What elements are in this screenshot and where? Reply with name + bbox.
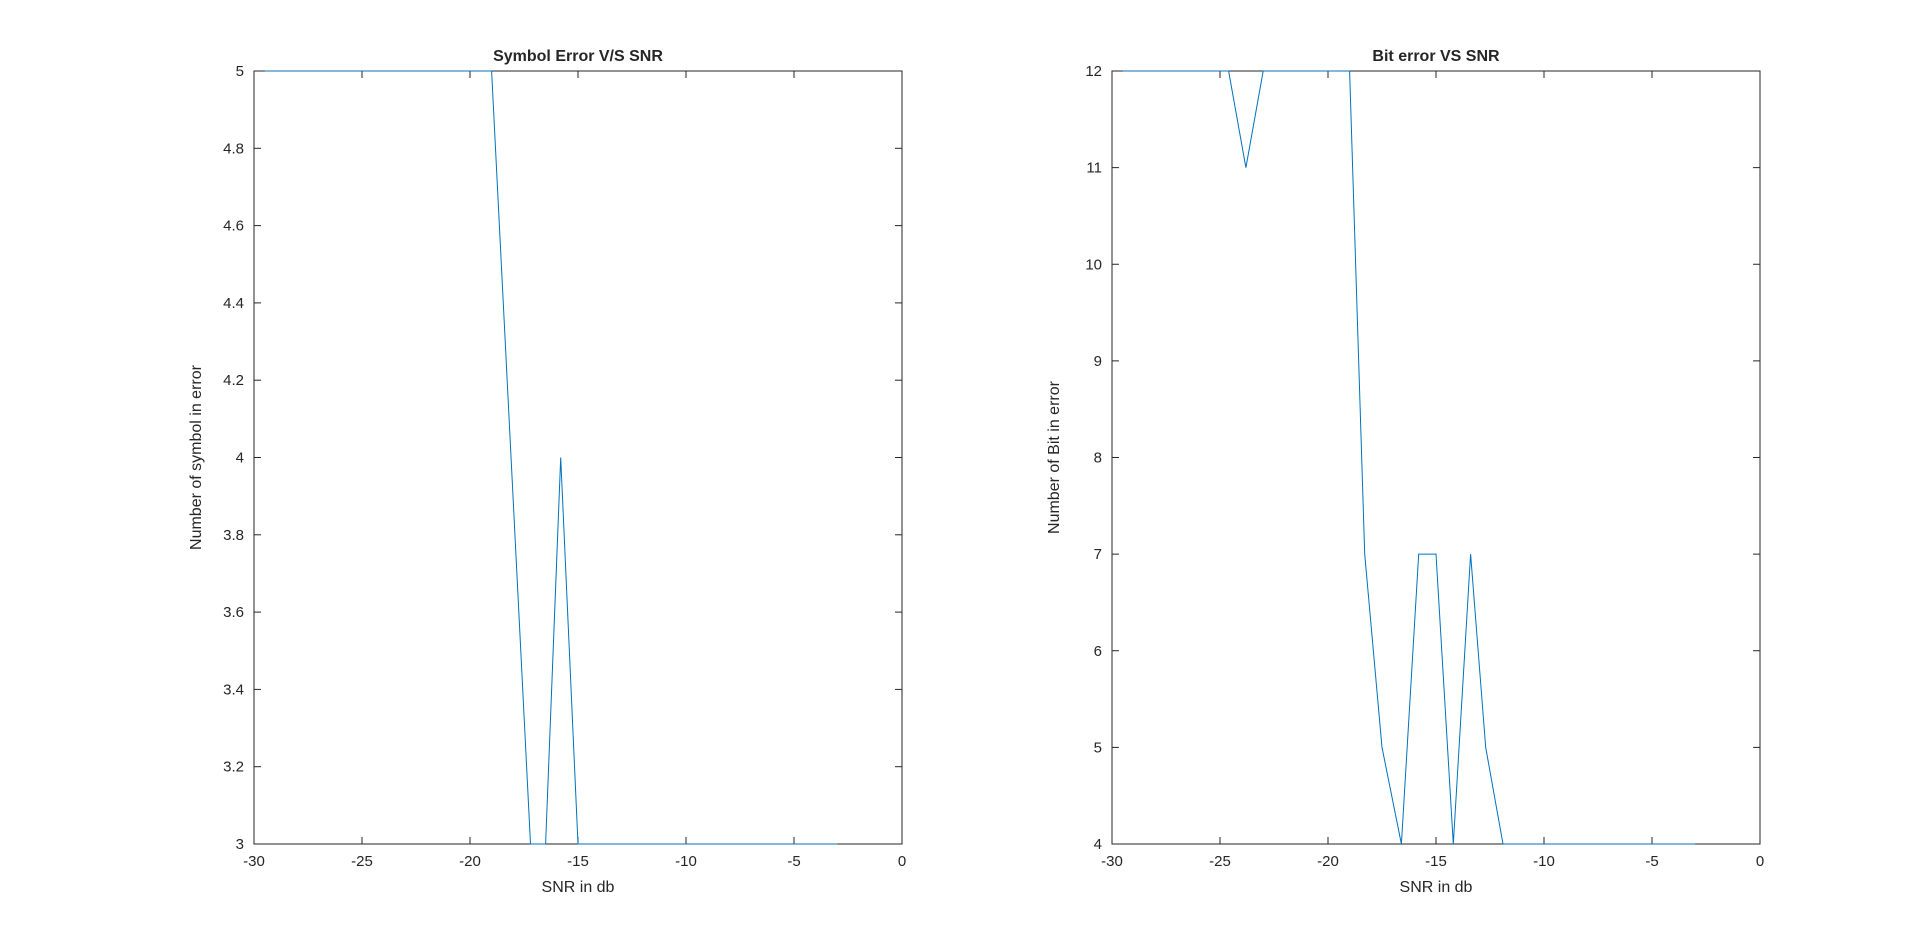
bit-error-axes: Bit error VS SNR SNR in db Number of Bit… (1046, 48, 1764, 896)
symbol-error-ytick-label: 4.6 (223, 218, 244, 235)
symbol-error-series-line (264, 70, 838, 845)
symbol-error-ytick-label: 3.2 (223, 759, 244, 776)
symbol-error-axes: Symbol Error V/S SNR SNR in db Number of… (188, 48, 906, 896)
bit-error-xtick-label: -30 (1101, 853, 1123, 870)
bit-error-ytick-label: 6 (1094, 643, 1102, 660)
bit-error-ticks: -30 -25 -20 -15 -10 -5 0 4 5 6 7 8 9 10 11 12 (1085, 63, 1764, 870)
symbol-error-xlabel: SNR in db (542, 879, 615, 896)
bit-error-series (1122, 70, 1696, 845)
symbol-error-xtick-label: 0 (898, 853, 906, 870)
symbol-error-ylabel: Number of symbol in error (188, 364, 205, 550)
symbol-error-xtick-label: -10 (675, 853, 697, 870)
symbol-error-xtick-label: -5 (787, 853, 800, 870)
symbol-error-xtick-label: -15 (567, 853, 589, 870)
bit-error-xtick-label: -15 (1425, 853, 1447, 870)
symbol-error-ticks: -30 -25 -20 -15 -10 -5 0 3 3.2 3.4 3.6 3.8 4 4.2 4.4 4.… (223, 63, 906, 870)
bit-error-xtick-label: 0 (1756, 853, 1764, 870)
bit-error-ytick-label: 12 (1085, 63, 1102, 80)
bit-error-ytick-label: 7 (1094, 546, 1102, 563)
symbol-error-ytick-label: 5 (236, 63, 244, 80)
symbol-error-series (264, 70, 838, 845)
bit-error-ylabel: Number of Bit in error (1046, 380, 1063, 534)
symbol-error-title: Symbol Error V/S SNR (493, 48, 663, 65)
bit-error-ytick-label: 10 (1085, 256, 1102, 273)
symbol-error-ytick-label: 4.2 (223, 372, 244, 389)
bit-error-series-line (1122, 70, 1696, 845)
symbol-error-ytick-label: 4.4 (223, 295, 244, 312)
bit-error-xlabel: SNR in db (1400, 879, 1473, 896)
symbol-error-ytick-label: 3 (236, 836, 244, 853)
bit-error-xtick-label: -20 (1317, 853, 1339, 870)
bit-error-xtick-label: -5 (1645, 853, 1658, 870)
symbol-error-xtick-label: -20 (459, 853, 481, 870)
bit-error-ytick-label: 5 (1094, 739, 1102, 756)
bit-error-title: Bit error VS SNR (1372, 48, 1500, 65)
symbol-error-ytick-label: 3.4 (223, 681, 244, 698)
symbol-error-plot-frame (253, 70, 903, 845)
symbol-error-ytick-label: 3.6 (223, 604, 244, 621)
bit-error-xtick-label: -25 (1209, 853, 1231, 870)
bit-error-xtick-label: -10 (1533, 853, 1555, 870)
bit-error-ytick-label: 11 (1086, 160, 1102, 177)
symbol-error-xtick-label: -30 (243, 853, 265, 870)
bit-error-ytick-label: 4 (1094, 836, 1102, 853)
symbol-error-ytick-label: 4 (236, 450, 244, 467)
symbol-error-ytick-label: 3.8 (223, 527, 244, 544)
bit-error-ytick-label: 8 (1094, 450, 1102, 467)
symbol-error-ytick-label: 4.8 (223, 140, 244, 157)
symbol-error-xtick-label: -25 (351, 853, 373, 870)
bit-error-ytick-label: 9 (1094, 353, 1102, 370)
bit-error-plot-frame (1111, 70, 1761, 845)
